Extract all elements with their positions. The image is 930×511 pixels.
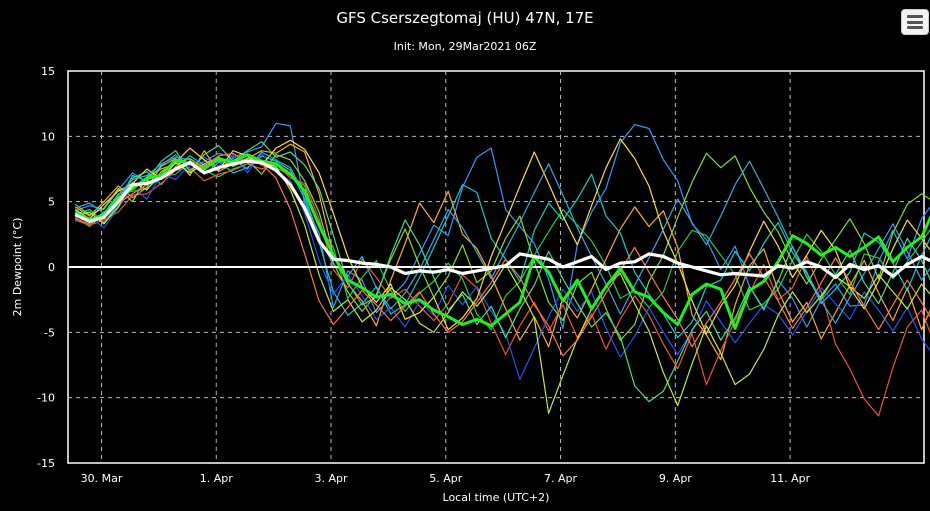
y-tick-label: 10 — [41, 130, 55, 143]
x-tick-label: 1. Apr — [200, 472, 233, 485]
y-axis-title: 2m Dewpoint (°C) — [11, 218, 24, 317]
x-tick-label: 9. Apr — [659, 472, 692, 485]
ensemble-member-line — [74, 152, 930, 357]
x-tick-label: 7. Apr — [544, 472, 577, 485]
x-tick-label: 5. Apr — [429, 472, 462, 485]
ensemble-member-line — [74, 143, 930, 361]
ensemble-member-line — [74, 138, 930, 335]
y-tick-label: 15 — [41, 65, 55, 78]
ensemble-mean-line — [74, 159, 930, 280]
y-tick-label: 5 — [48, 196, 55, 209]
y-tick-label: -15 — [37, 457, 55, 470]
control-run-line — [74, 153, 930, 330]
x-tick-label: 3. Apr — [315, 472, 348, 485]
x-axis-ticks: 30. Mar 1. Apr 3. Apr 5. Apr 7. Apr 9. Apr 11.… — [81, 472, 811, 485]
y-tick-label: -5 — [44, 326, 55, 339]
chart-title: GFS Cserszegtomaj (HU) 47N, 17E — [336, 9, 593, 27]
y-axis-ticks: 15 10 5 0 -5 -10 -15 — [37, 65, 55, 470]
x-tick-label: 11. Apr — [770, 472, 810, 485]
x-tick-label: 30. Mar — [81, 472, 123, 485]
series-group — [68, 122, 930, 417]
chart-subtitle: Init: Mon, 29Mar2021 06Z — [394, 40, 537, 53]
ensemble-member-line — [74, 163, 930, 417]
hamburger-menu-icon[interactable] — [901, 9, 929, 35]
x-axis-title: Local time (UTC+2) — [443, 491, 550, 504]
ensemble-member-line — [75, 152, 930, 380]
y-tick-label: 0 — [48, 261, 55, 274]
y-tick-label: -10 — [37, 392, 55, 405]
